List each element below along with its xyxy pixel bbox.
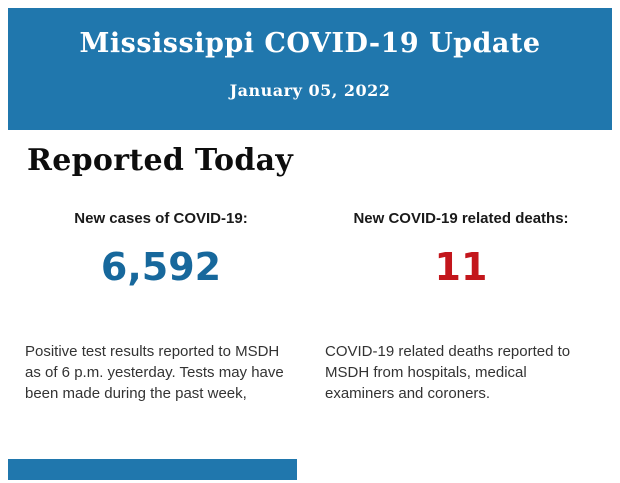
new-deaths-description: COVID-19 related deaths reported to MSDH… xyxy=(325,343,571,402)
next-section-header-partial xyxy=(8,459,297,480)
newsletter-title: Mississippi COVID-19 Update xyxy=(79,28,541,59)
new-cases-value: 6,592 xyxy=(100,245,222,289)
newsletter-date: January 05, 2022 xyxy=(229,81,391,100)
section-title-reported-today: Reported Today xyxy=(27,143,294,178)
newsletter-masthead: Mississippi COVID-19 Update January 05, … xyxy=(8,8,612,130)
new-cases-label: New cases of COVID-19: xyxy=(74,210,248,227)
new-deaths-label: New COVID-19 related deaths: xyxy=(353,210,569,227)
new-cases-description: Positive test results reported to MSDH a… xyxy=(25,343,284,402)
stat-new-cases: New cases of COVID-19: 6,592 Positive te… xyxy=(25,210,297,404)
stat-new-deaths: New COVID-19 related deaths: 11 COVID-19… xyxy=(325,210,597,404)
new-deaths-value: 11 xyxy=(434,245,488,289)
stats-grid: New cases of COVID-19: 6,592 Positive te… xyxy=(25,210,597,404)
